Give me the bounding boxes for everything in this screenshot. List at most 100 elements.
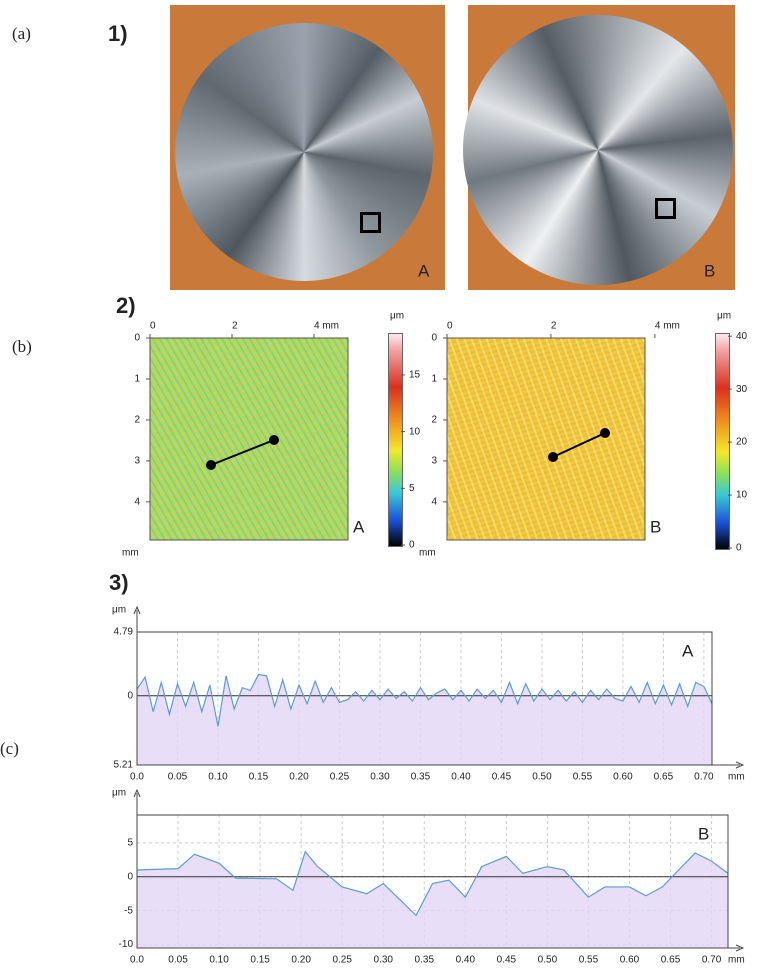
profile-segment bbox=[552, 432, 606, 458]
map-frame bbox=[446, 337, 646, 541]
section-label: 2) bbox=[116, 293, 136, 318]
y-tick-label: 1 bbox=[431, 374, 437, 385]
colorbar-tick-label: 30 bbox=[736, 384, 748, 395]
x-tick-label: 0.40 bbox=[451, 772, 471, 783]
y-tick-label: 1 bbox=[134, 374, 140, 385]
arrow bbox=[133, 605, 141, 615]
y-tick-label: 4.79 bbox=[114, 627, 134, 638]
y-tick-label: 3 bbox=[431, 456, 437, 467]
x-tick-label: 0 bbox=[447, 321, 453, 332]
x-tick-label: 0.45 bbox=[492, 772, 512, 783]
colorbar-tick-label: 5 bbox=[409, 483, 415, 494]
x-tick-label: 0.10 bbox=[208, 772, 228, 783]
x-tick-label: 0.65 bbox=[661, 955, 681, 966]
colorbar-tick-label: 0 bbox=[409, 540, 415, 551]
endpoint bbox=[548, 452, 558, 462]
x-tick-label: 0.05 bbox=[168, 772, 188, 783]
axis-unit: mm bbox=[122, 548, 139, 559]
colorbar-unit: μm bbox=[390, 311, 404, 322]
disc bbox=[175, 23, 433, 281]
chart-label: A bbox=[682, 641, 694, 660]
x-tick-label: 4 mm bbox=[314, 321, 339, 332]
line bbox=[136, 673, 713, 727]
y-tick-label: 5 bbox=[127, 837, 133, 848]
x-tick-label: 0.25 bbox=[330, 772, 350, 783]
y-tick-label: 0 bbox=[134, 333, 140, 344]
x-tick-label: 2 bbox=[551, 321, 557, 332]
photo-label: A bbox=[418, 261, 430, 280]
arrow bbox=[133, 788, 141, 798]
axis-unit: mm bbox=[419, 548, 436, 559]
photo-a bbox=[170, 5, 445, 290]
x-tick-label: 0.30 bbox=[370, 772, 390, 783]
colorbar-tick-label: 15 bbox=[409, 370, 421, 381]
colorbar-tick-label: 40 bbox=[736, 331, 748, 342]
x-tick-label: 0.15 bbox=[250, 955, 270, 966]
y-tick-label: 2 bbox=[431, 415, 437, 426]
y-unit: μm bbox=[112, 788, 126, 799]
area bbox=[137, 851, 728, 948]
arrow bbox=[735, 761, 745, 769]
height-map bbox=[150, 338, 348, 540]
map-label: A bbox=[353, 517, 365, 536]
x-tick-label: 0.35 bbox=[411, 772, 431, 783]
x-tick-label: 0.60 bbox=[620, 955, 640, 966]
colorbar bbox=[715, 333, 730, 550]
section-label: 3) bbox=[109, 570, 129, 595]
height-map bbox=[447, 338, 645, 540]
y-tick-label: 0 bbox=[127, 690, 133, 701]
x-unit: mm bbox=[728, 955, 745, 966]
photo-label: B bbox=[704, 261, 715, 280]
y-tick-label: -10 bbox=[119, 939, 134, 950]
colorbar-tick-label: 10 bbox=[409, 426, 421, 437]
y-tick-label: -5 bbox=[124, 905, 133, 916]
panel-label: (c) bbox=[0, 739, 19, 758]
y-tick-label: 2 bbox=[134, 415, 140, 426]
colorbar-tick-label: 20 bbox=[736, 437, 748, 448]
endpoint bbox=[269, 435, 279, 445]
y-tick-label: 4 bbox=[134, 497, 140, 508]
colorbar bbox=[388, 333, 403, 547]
endpoint bbox=[600, 428, 610, 438]
colorbar-tick-label: 0 bbox=[736, 543, 742, 554]
x-tick-label: 0.35 bbox=[415, 955, 435, 966]
x-tick-label: 0.70 bbox=[694, 772, 714, 783]
x-tick-label: 0.05 bbox=[168, 955, 188, 966]
x-tick-label: 0.55 bbox=[573, 772, 593, 783]
disc bbox=[463, 15, 733, 285]
x-tick-label: 0.50 bbox=[538, 955, 558, 966]
y-tick-label: 4 bbox=[431, 497, 437, 508]
colorbar-tick-label: 10 bbox=[736, 490, 748, 501]
chart-label: B bbox=[698, 824, 709, 843]
x-tick-label: 0.0 bbox=[130, 772, 144, 783]
x-tick-label: 4 mm bbox=[655, 321, 680, 332]
line bbox=[136, 850, 729, 917]
colorbar-unit: μm bbox=[717, 311, 731, 322]
x-tick-label: 0.70 bbox=[702, 955, 722, 966]
y-tick-label: 5.21 bbox=[114, 760, 134, 771]
panel-label: (b) bbox=[12, 337, 32, 356]
x-tick-label: 2 bbox=[232, 321, 238, 332]
profile-line bbox=[206, 428, 610, 470]
x-tick-label: 0.65 bbox=[654, 772, 674, 783]
x-tick-label: 0.0 bbox=[130, 955, 144, 966]
x-tick-label: 0.60 bbox=[613, 772, 633, 783]
x-tick-label: 0.50 bbox=[532, 772, 552, 783]
x-tick-label: 0.30 bbox=[374, 955, 394, 966]
y-tick-label: 0 bbox=[431, 333, 437, 344]
map-frame bbox=[149, 337, 349, 541]
y-tick-label: 3 bbox=[134, 456, 140, 467]
x-tick-label: 0 bbox=[150, 321, 156, 332]
section-label: 1) bbox=[108, 21, 128, 46]
y-tick-label: 0 bbox=[127, 871, 133, 882]
roi-box bbox=[655, 198, 676, 219]
endpoint bbox=[206, 460, 216, 470]
panel-label: (a) bbox=[12, 24, 31, 43]
photo-b bbox=[463, 5, 735, 290]
x-tick-label: 0.45 bbox=[497, 955, 517, 966]
arrow bbox=[735, 944, 745, 952]
profile-segment bbox=[210, 439, 275, 466]
y-unit: μm bbox=[112, 605, 126, 616]
